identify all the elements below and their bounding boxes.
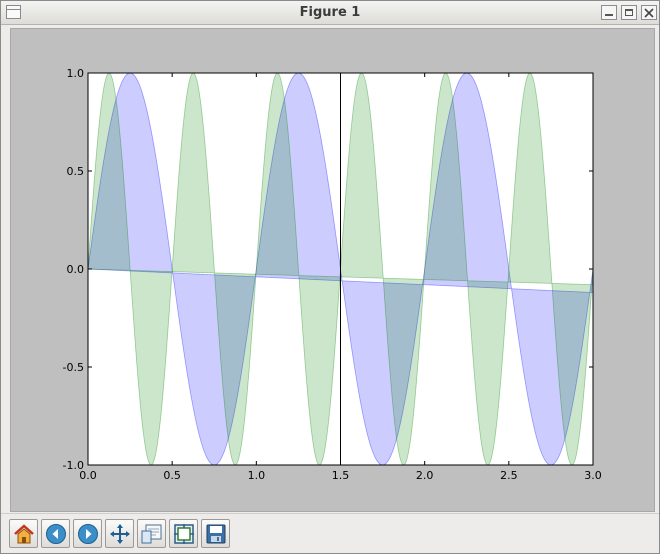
x-tick-label: 1.0 <box>248 469 266 482</box>
back-arrow-icon <box>46 524 66 544</box>
y-tick-label: -1.0 <box>63 459 84 472</box>
window-title: Figure 1 <box>299 5 361 20</box>
navigation-toolbar <box>1 513 659 553</box>
home-button[interactable] <box>9 519 38 548</box>
title-bar[interactable]: Figure 1 <box>1 1 659 25</box>
maximize-button[interactable] <box>621 5 637 20</box>
home-icon <box>14 524 34 544</box>
subplots-icon <box>174 524 194 544</box>
x-tick-label: 1.5 <box>332 469 350 482</box>
close-button[interactable] <box>641 5 657 20</box>
pan-button[interactable] <box>105 519 134 548</box>
x-tick-label: 0.5 <box>163 469 181 482</box>
x-tick-label: 2.0 <box>416 469 434 482</box>
y-tick-label: 0.0 <box>67 263 85 276</box>
save-icon <box>206 524 226 544</box>
figure-canvas[interactable]: 0.0 0.5 1.0 1.5 2.0 2.5 3.0 1.0 0.5 0.0 -0.5 -1.0 <box>10 28 655 512</box>
close-icon <box>644 8 654 18</box>
forward-button[interactable] <box>73 519 102 548</box>
zoom-rect-icon <box>141 524 162 544</box>
zoom-to-rect-button[interactable] <box>137 519 166 548</box>
move-icon <box>110 524 130 544</box>
window-menu-button[interactable] <box>6 5 21 19</box>
plot-area: 0.0 0.5 1.0 1.5 2.0 2.5 3.0 1.0 0.5 0.0 -0.5 -1.0 <box>63 67 602 482</box>
y-tick-label: 0.5 <box>67 165 85 178</box>
save-button[interactable] <box>201 519 230 548</box>
x-tick-label: 2.5 <box>500 469 518 482</box>
forward-arrow-icon <box>78 524 98 544</box>
y-tick-label: -0.5 <box>63 361 84 374</box>
back-button[interactable] <box>41 519 70 548</box>
minimize-button[interactable] <box>601 5 617 20</box>
y-tick-label: 1.0 <box>67 67 85 80</box>
x-tick-label: 3.0 <box>584 469 602 482</box>
subplots-button[interactable] <box>169 519 198 548</box>
x-tick-label: 0.0 <box>79 469 97 482</box>
